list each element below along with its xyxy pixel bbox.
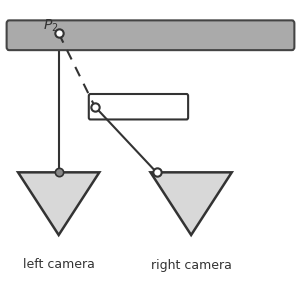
Polygon shape xyxy=(18,172,99,235)
FancyBboxPatch shape xyxy=(7,20,294,50)
Text: left camera: left camera xyxy=(23,259,95,272)
Polygon shape xyxy=(150,172,232,235)
FancyBboxPatch shape xyxy=(89,94,188,120)
Text: right camera: right camera xyxy=(151,259,231,272)
Text: $P_2$: $P_2$ xyxy=(43,17,59,34)
